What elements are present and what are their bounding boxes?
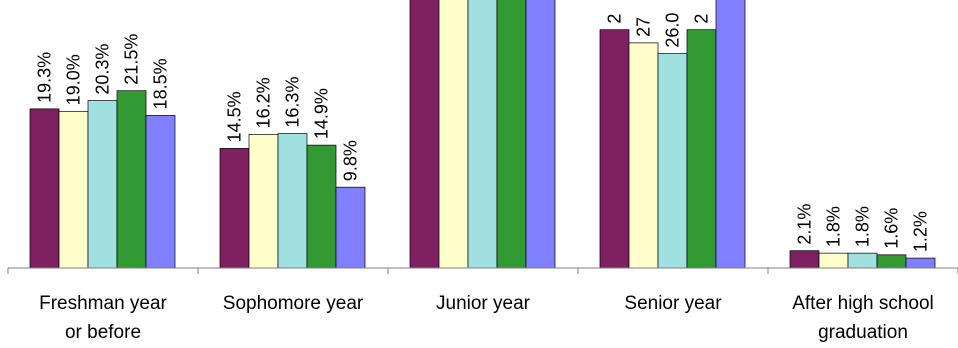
bar-series-5-category-5 bbox=[905, 257, 936, 269]
bar-series-2-category-5 bbox=[818, 252, 849, 269]
bar-series-5-category-1 bbox=[145, 115, 176, 269]
data-label: 27 bbox=[634, 17, 654, 37]
bar-series-4-category-1 bbox=[116, 90, 147, 269]
data-label: 1.8% bbox=[824, 206, 844, 247]
data-label: 19.3% bbox=[35, 52, 55, 103]
bar-series-3-category-1 bbox=[87, 100, 118, 269]
bar-series-4-category-3 bbox=[496, 0, 527, 269]
data-label: 20.3% bbox=[93, 44, 113, 95]
data-label: 1.8% bbox=[853, 206, 873, 247]
data-label: 21.5% bbox=[122, 34, 142, 85]
bar-series-4-category-2 bbox=[306, 144, 337, 269]
bar-series-4-category-5 bbox=[876, 254, 907, 269]
category-label: Freshman year bbox=[39, 293, 167, 314]
data-label: 16.3% bbox=[283, 77, 303, 128]
bar-series-5-category-3 bbox=[525, 0, 556, 269]
data-label: 1.6% bbox=[882, 208, 902, 249]
bar-series-1-category-2 bbox=[219, 148, 250, 269]
data-label: 19.0% bbox=[64, 54, 84, 105]
data-label: 26.0 bbox=[663, 13, 683, 48]
data-labels-layer: 19.3% 14.5% 2 2.1% 19.0% 16.2% 27 1.8% 20.3% 16.3… bbox=[35, 13, 931, 253]
bar-series-1-category-5 bbox=[789, 250, 820, 269]
data-label: 2 bbox=[605, 14, 625, 24]
bar-series-2-category-4 bbox=[628, 42, 659, 269]
bar-series-2-category-3 bbox=[438, 0, 469, 269]
category-label: Sophomore year bbox=[223, 293, 364, 314]
x-axis-ticks bbox=[7, 268, 958, 274]
data-label: 16.2% bbox=[254, 77, 274, 128]
bar-series-3-category-4 bbox=[657, 53, 688, 269]
data-label: 9.8% bbox=[341, 140, 361, 181]
bar-series-4-category-4 bbox=[686, 29, 717, 269]
bars-layer bbox=[29, 0, 936, 269]
bar-series-2-category-2 bbox=[248, 134, 279, 269]
bar-series-3-category-2 bbox=[277, 133, 308, 269]
bar-series-3-category-5 bbox=[847, 252, 878, 269]
category-label: Senior year bbox=[624, 293, 722, 314]
bar-series-1-category-3 bbox=[409, 0, 440, 269]
data-label: 2 bbox=[692, 14, 712, 24]
data-label: 1.2% bbox=[911, 211, 931, 252]
data-label: 18.5% bbox=[151, 58, 171, 109]
category-label: Junior year bbox=[436, 293, 531, 314]
data-label: 14.5% bbox=[225, 91, 245, 142]
bar-series-1-category-1 bbox=[29, 108, 60, 269]
category-label: or before bbox=[65, 322, 141, 343]
bar-series-2-category-1 bbox=[58, 110, 89, 269]
category-label: graduation bbox=[818, 322, 908, 343]
bar-series-5-category-2 bbox=[335, 186, 366, 269]
bar-series-3-category-3 bbox=[467, 0, 498, 269]
category-labels-layer: Freshman year or before Sophomore year Juni… bbox=[39, 293, 934, 343]
bar-series-1-category-4 bbox=[599, 29, 630, 269]
data-label: 2.1% bbox=[795, 204, 815, 245]
bar-series-5-category-4 bbox=[715, 0, 746, 269]
data-label: 14.9% bbox=[312, 88, 332, 139]
category-label: After high school bbox=[792, 293, 934, 314]
